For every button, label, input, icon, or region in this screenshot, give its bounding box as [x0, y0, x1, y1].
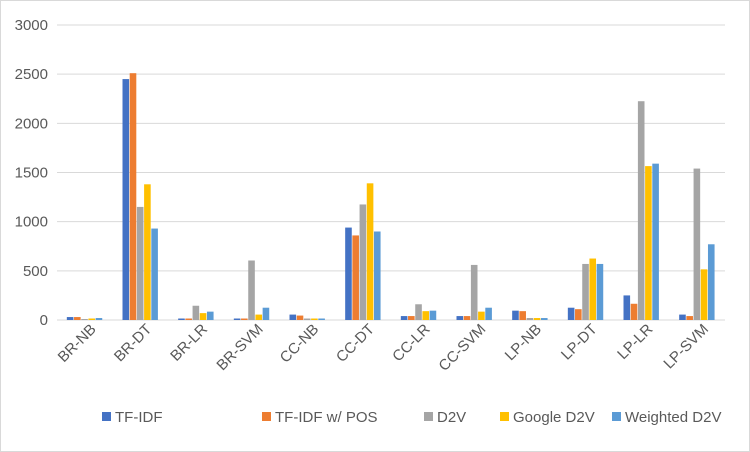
bar — [303, 318, 311, 320]
bar — [533, 318, 541, 320]
y-tick-label: 2500 — [15, 66, 48, 83]
bar — [596, 263, 604, 320]
bar — [255, 314, 263, 320]
bars — [66, 73, 715, 321]
x-tick-label: LP-DT — [558, 321, 601, 364]
bar — [95, 318, 103, 320]
bar — [233, 318, 241, 320]
legend-swatch — [424, 412, 433, 421]
bar — [185, 318, 192, 320]
legend-swatch — [262, 412, 271, 421]
x-tick-label: LP-NB — [502, 321, 545, 364]
bar — [151, 228, 158, 320]
bar — [122, 79, 130, 320]
y-tick-label: 1000 — [15, 214, 48, 231]
bar — [630, 303, 638, 320]
bar — [318, 318, 325, 320]
bar — [652, 163, 659, 320]
bar — [686, 316, 693, 320]
y-tick-label: 2000 — [15, 115, 48, 132]
bar — [408, 316, 415, 320]
bar — [693, 168, 701, 320]
y-tick-label: 500 — [23, 263, 48, 280]
bar — [707, 244, 715, 320]
legend-label: Weighted D2V — [625, 409, 721, 426]
bar — [415, 304, 422, 320]
bar — [478, 311, 485, 320]
bar — [178, 318, 185, 320]
x-tick-label: BR-DT — [111, 321, 155, 365]
bar — [485, 307, 492, 320]
bar — [206, 311, 214, 320]
x-tick-label: CC-SVM — [435, 321, 489, 375]
bar — [345, 227, 352, 320]
legend-label: D2V — [437, 409, 466, 426]
y-tick-label: 3000 — [15, 17, 48, 34]
bar — [366, 183, 374, 320]
bar — [192, 305, 200, 320]
bar — [81, 319, 88, 320]
y-tick-label: 1500 — [15, 165, 48, 182]
bar — [74, 317, 81, 320]
bar — [623, 295, 631, 320]
bar — [512, 310, 519, 320]
bar — [422, 311, 430, 320]
legend-swatch — [612, 412, 621, 421]
bar — [589, 258, 597, 320]
legend-label: TF-IDF w/ POS — [275, 409, 378, 426]
bar — [144, 184, 151, 320]
bar — [241, 318, 248, 320]
bar — [567, 307, 575, 320]
bar — [373, 231, 381, 320]
bar — [519, 311, 526, 320]
bar — [311, 318, 318, 320]
bar — [88, 318, 96, 320]
x-tick-label: LP-LR — [614, 321, 656, 363]
bar — [429, 310, 437, 320]
bar — [540, 318, 548, 320]
x-axis-ticks: BR-NB BR-DT BR-LR BR-SVM CC-NB CC-DT CC-LR CC-S… — [55, 321, 712, 375]
bar — [463, 316, 471, 320]
bar — [470, 264, 478, 320]
bar — [66, 317, 74, 320]
bar — [248, 260, 255, 320]
bar — [359, 204, 367, 320]
bar — [199, 313, 207, 320]
x-tick-label: CC-DT — [333, 321, 378, 366]
x-tick-label: LP-SVM — [660, 321, 712, 373]
legend: TF-IDF TF-IDF w/ POS D2V Google D2V Weighted… — [102, 409, 721, 426]
bar — [400, 316, 408, 320]
bar — [289, 314, 297, 320]
bar — [352, 235, 359, 320]
gridlines — [57, 24, 725, 321]
bar — [645, 166, 652, 320]
legend-label: Google D2V — [513, 409, 595, 426]
x-tick-label: BR-SVM — [213, 321, 266, 374]
bar — [575, 309, 582, 320]
legend-label: TF-IDF — [115, 409, 162, 426]
x-tick-label: BR-LR — [167, 321, 211, 365]
bar — [296, 315, 304, 320]
bar — [456, 316, 464, 320]
legend-swatch — [102, 412, 111, 421]
y-tick-label: 0 — [40, 312, 48, 329]
x-tick-label: BR-NB — [55, 321, 100, 366]
x-tick-label: CC-LR — [389, 321, 434, 366]
y-axis-ticks: 0 500 1000 1500 2000 2500 3000 — [15, 17, 48, 329]
bar — [129, 73, 137, 321]
bar — [582, 263, 589, 320]
bar — [637, 101, 645, 321]
bar — [679, 314, 686, 320]
bar — [700, 269, 708, 320]
bar — [262, 307, 270, 320]
legend-swatch — [500, 412, 509, 421]
bar — [526, 318, 534, 320]
bar — [136, 206, 144, 320]
x-tick-label: CC-NB — [277, 321, 323, 367]
